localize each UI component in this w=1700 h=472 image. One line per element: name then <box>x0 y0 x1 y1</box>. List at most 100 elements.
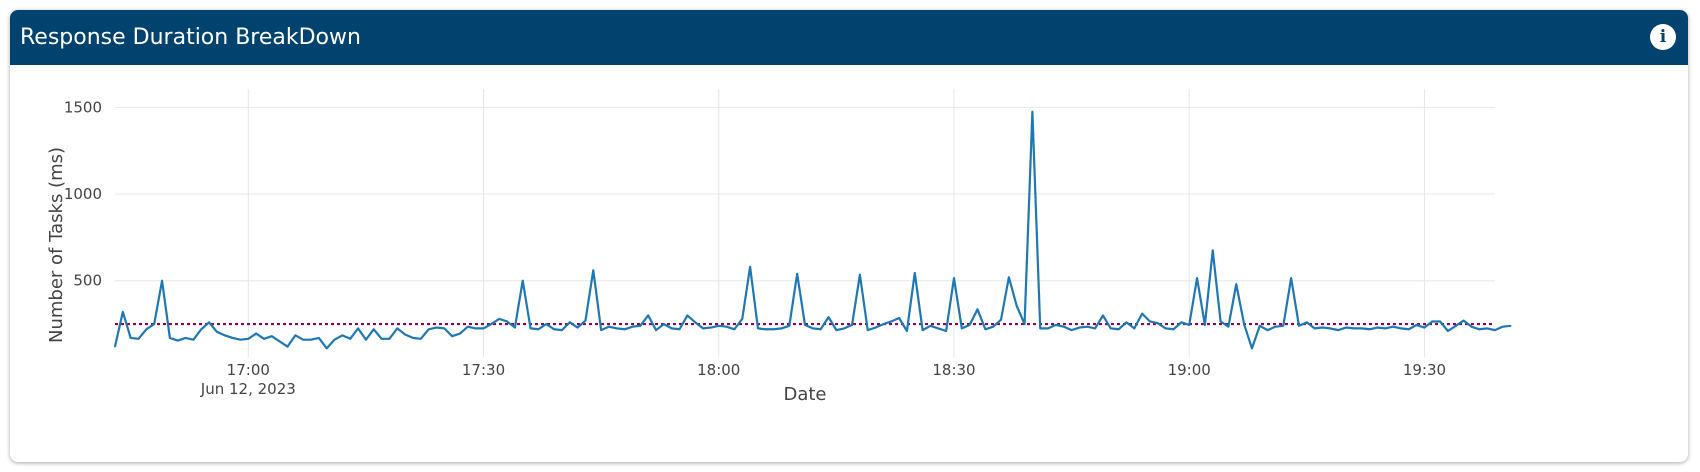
data-point <box>318 337 320 339</box>
data-point <box>161 279 163 282</box>
data-point <box>929 325 932 327</box>
data-point <box>1509 325 1512 327</box>
data-point <box>1266 329 1269 331</box>
data-point <box>325 347 328 350</box>
data-point <box>686 314 689 317</box>
data-point <box>765 328 767 331</box>
data-point <box>1274 325 1277 328</box>
data-point <box>866 329 869 331</box>
data-point <box>663 323 665 325</box>
data-point <box>365 338 367 341</box>
data-point <box>1478 328 1481 331</box>
data-point <box>898 317 900 319</box>
data-point <box>1015 305 1018 307</box>
data-point <box>1188 324 1190 326</box>
data-point <box>247 338 250 340</box>
data-point <box>1321 326 1324 329</box>
data-point <box>812 327 814 330</box>
data-point <box>1094 327 1096 330</box>
data-point <box>882 323 885 325</box>
data-point <box>702 327 704 330</box>
info-icon[interactable]: i <box>1650 24 1676 50</box>
data-point <box>1243 323 1245 325</box>
chart-area[interactable]: 500 1000 1500 17:00 Jun 12, 2023 17:30 18:00 18… <box>10 65 1688 462</box>
data-point <box>271 335 273 338</box>
data-point <box>1219 320 1222 323</box>
y-tick-label: 500 <box>73 272 102 290</box>
data-point <box>961 327 963 330</box>
data-point <box>835 329 838 331</box>
data-point <box>255 332 257 335</box>
data-point <box>937 327 940 330</box>
data-point <box>592 269 595 272</box>
data-point <box>1039 327 1042 330</box>
data-point <box>1470 325 1473 328</box>
series-line <box>113 110 1511 350</box>
data-point <box>576 326 579 329</box>
data-point <box>231 337 234 339</box>
data-point <box>1211 249 1214 252</box>
data-point <box>1157 322 1159 325</box>
data-point <box>137 338 140 340</box>
data-point <box>992 325 994 328</box>
data-point <box>1164 327 1167 330</box>
data-point <box>129 337 132 339</box>
data-point <box>1172 328 1175 331</box>
data-point <box>537 328 540 331</box>
data-point <box>467 325 469 328</box>
data-point <box>498 318 501 320</box>
data-point <box>1290 277 1292 279</box>
data-point <box>176 339 179 342</box>
data-point <box>796 273 798 275</box>
data-point <box>1251 347 1253 350</box>
data-point <box>953 277 955 279</box>
data-point <box>1447 330 1449 332</box>
data-point <box>396 327 399 330</box>
data-point <box>333 338 336 341</box>
data-point <box>890 320 893 323</box>
data-point <box>1180 321 1183 324</box>
data-point <box>553 328 555 331</box>
data-point <box>616 327 618 330</box>
data-point <box>655 329 657 331</box>
data-point <box>521 279 524 282</box>
data-point <box>772 328 775 331</box>
data-point <box>1227 325 1230 328</box>
data-point <box>1149 320 1151 323</box>
data-point <box>1306 321 1308 324</box>
data-point <box>357 327 359 330</box>
data-point <box>1431 320 1434 323</box>
x-tick-label: 17:00 <box>227 361 270 379</box>
data-point <box>1392 325 1394 328</box>
data-point <box>1055 324 1057 326</box>
data-point <box>1462 319 1465 322</box>
x-tick-label: 19:30 <box>1403 361 1446 379</box>
data-point <box>1502 325 1504 328</box>
data-point <box>122 311 124 313</box>
data-point <box>1353 327 1355 330</box>
data-point <box>608 325 610 328</box>
grid-layer <box>115 89 1495 357</box>
data-point <box>741 318 744 320</box>
data-point <box>1376 326 1379 329</box>
data-point <box>474 327 477 330</box>
data-point <box>341 334 344 337</box>
data-point <box>545 323 548 325</box>
data-point <box>749 266 751 268</box>
data-point <box>561 329 563 331</box>
data-point <box>145 328 148 331</box>
data-point <box>490 323 493 325</box>
data-point <box>568 321 571 324</box>
data-point <box>678 328 681 331</box>
data-point <box>584 319 587 322</box>
data-point <box>1031 110 1034 113</box>
data-point <box>412 337 414 339</box>
data-point <box>1047 327 1049 330</box>
data-point <box>647 314 649 317</box>
data-point <box>200 328 203 331</box>
data-point <box>717 325 720 327</box>
data-point <box>968 324 971 326</box>
data-point <box>529 327 532 330</box>
data-point <box>1117 328 1120 331</box>
